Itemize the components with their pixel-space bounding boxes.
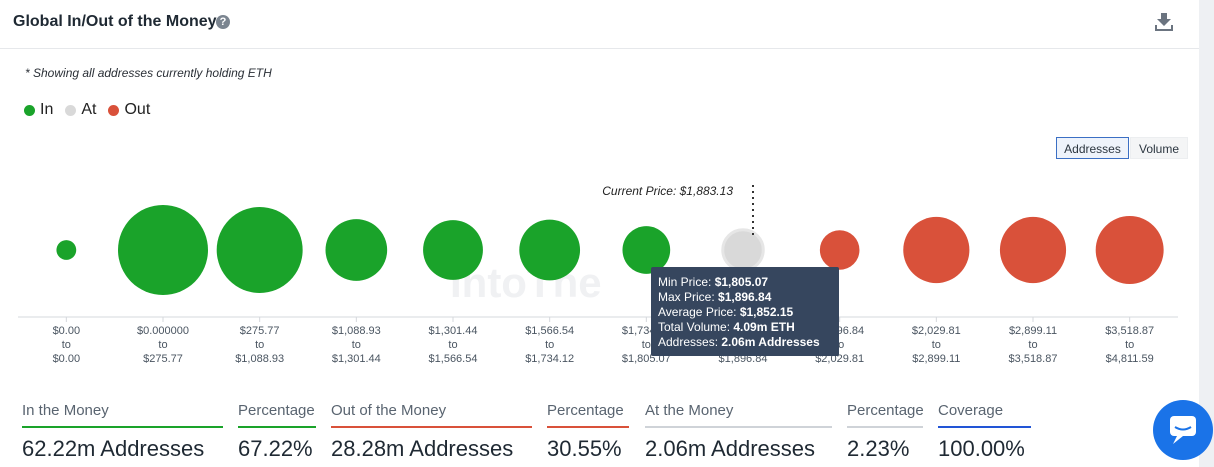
x-tick-label: $2,029.81 [815, 353, 864, 365]
x-tick-label: $1,088.93 [332, 325, 381, 337]
legend-item-at[interactable]: At [65, 101, 96, 119]
chat-icon [1170, 416, 1196, 444]
chart-legend: In At Out [24, 101, 150, 119]
bubble-out[interactable] [999, 216, 1067, 284]
tooltip-min-price: Min Price: $1,805.07 [658, 275, 769, 289]
bubble-out[interactable] [1095, 216, 1164, 284]
bucket-tooltip: Min Price: $1,805.07 Max Price: $1,896.8… [651, 267, 839, 356]
stat-label-out-percentage: Percentage [547, 402, 624, 419]
x-tick-label: to [352, 339, 361, 351]
legend-out-label: Out [124, 101, 151, 118]
stat-value-in-percentage: 67.22% [238, 436, 313, 461]
bubble-out[interactable] [903, 216, 970, 284]
x-tick-label: $275.77 [143, 353, 183, 365]
x-tick-label: to [835, 339, 844, 351]
help-icon[interactable]: ? [216, 15, 230, 29]
stat-value-coverage: 100.00% [938, 436, 1025, 461]
tooltip-total-volume: Total Volume: 4.09m ETH [658, 320, 795, 334]
stat-line-out-of-the-money [331, 426, 532, 428]
stat-label-at-the-money: At the Money [645, 402, 734, 419]
bubble-in[interactable] [216, 207, 303, 293]
x-tick-label: $1,301.44 [429, 325, 478, 337]
legend-at-dot [65, 104, 77, 116]
x-tick-label: to [1028, 339, 1037, 351]
x-tick-label: $0.00 [53, 325, 81, 337]
bubble-in[interactable] [519, 219, 581, 281]
stat-label-at-percentage: Percentage [847, 402, 924, 419]
x-tick-label: $1,566.54 [429, 353, 478, 365]
stat-value-at-the-money: 2.06m Addresses [645, 436, 815, 461]
legend-at-label: At [81, 101, 97, 118]
bubble-in[interactable] [423, 220, 483, 280]
bubble-in[interactable] [56, 240, 77, 260]
x-tick-label: $1,088.93 [235, 353, 284, 365]
stat-line-coverage [938, 426, 1031, 428]
x-tick-label: $1,734.12 [525, 353, 574, 365]
holding-note: * Showing all addresses currently holdin… [25, 66, 272, 80]
scrollbar[interactable] [1199, 0, 1214, 467]
x-tick-label: to [932, 339, 941, 351]
stat-label-in-percentage: Percentage [238, 402, 315, 419]
download-icon[interactable] [1155, 12, 1173, 32]
volume-toggle-button[interactable]: Volume [1130, 137, 1188, 159]
x-tick-label: $275.77 [240, 325, 280, 337]
tooltip-max-price: Max Price: $1,896.84 [658, 290, 772, 304]
legend-in-dot [24, 104, 35, 116]
x-tick-label: $3,518.87 [1105, 325, 1154, 337]
x-tick-label: $0.00 [53, 353, 81, 365]
bubble-at[interactable] [721, 228, 765, 272]
stat-label-in-the-money: In the Money [22, 402, 109, 419]
stat-label-coverage: Coverage [938, 402, 1004, 419]
stat-value-at-percentage: 2.23% [847, 436, 910, 461]
tooltip-addresses: Addresses: 2.06m Addresses [658, 335, 820, 349]
stat-value-out-of-the-money: 28.28m Addresses [331, 436, 514, 461]
stat-label-out-of-the-money: Out of the Money [331, 402, 447, 419]
x-tick-label: $2,899.11 [1009, 325, 1057, 337]
x-tick-label: $1,301.44 [332, 353, 381, 365]
tooltip-average-price: Average Price: $1,852.15 [658, 305, 794, 319]
x-tick-label: $4,811.59 [1106, 353, 1154, 365]
page-title: Global In/Out of the Money [13, 13, 217, 30]
x-tick-label: $2,899.11 [912, 353, 960, 365]
stat-line-out-percentage [547, 426, 629, 428]
x-tick-label: $3,518.87 [1009, 353, 1058, 365]
x-tick-label: to [158, 339, 167, 351]
x-tick-label: $2,029.81 [912, 325, 961, 337]
x-tick-label: to [545, 339, 554, 351]
bubble-in[interactable] [118, 205, 208, 295]
bubble-in[interactable] [622, 226, 671, 274]
card-header: Global In/Out of the Money ? [0, 0, 1199, 49]
legend-in-label: In [40, 101, 54, 118]
x-tick-label: to [255, 339, 264, 351]
stat-value-in-the-money: 62.22m Addresses [22, 436, 205, 461]
legend-item-in[interactable]: In [24, 101, 53, 119]
stat-value-out-percentage: 30.55% [547, 436, 622, 461]
stat-line-at-the-money [645, 426, 832, 428]
stat-line-at-percentage [847, 426, 923, 428]
bubble-in[interactable] [325, 219, 388, 281]
stat-line-in-the-money [22, 426, 223, 428]
legend-out-dot [108, 104, 120, 116]
x-tick-label: $0.000000 [137, 325, 189, 337]
addresses-toggle-button[interactable]: Addresses [1056, 137, 1129, 159]
bubble-chart: IntoThe$0.00to$0.00$0.000000to$275.77$27… [18, 184, 1178, 365]
chat-button[interactable] [1153, 400, 1213, 460]
x-tick-label: $1,566.54 [525, 325, 574, 337]
bubble-out[interactable] [819, 230, 860, 270]
x-tick-label: to [62, 339, 71, 351]
current-price-label: Current Price: $1,883.13 [602, 184, 733, 198]
legend-item-out[interactable]: Out [108, 101, 150, 119]
x-tick-label: to [448, 339, 457, 351]
x-tick-label: $1,896.84 [719, 353, 768, 365]
x-tick-label: to [642, 339, 651, 351]
stat-line-in-percentage [238, 426, 316, 428]
x-tick-label: to [1125, 339, 1134, 351]
x-tick-label: $1,805.07 [622, 353, 671, 365]
